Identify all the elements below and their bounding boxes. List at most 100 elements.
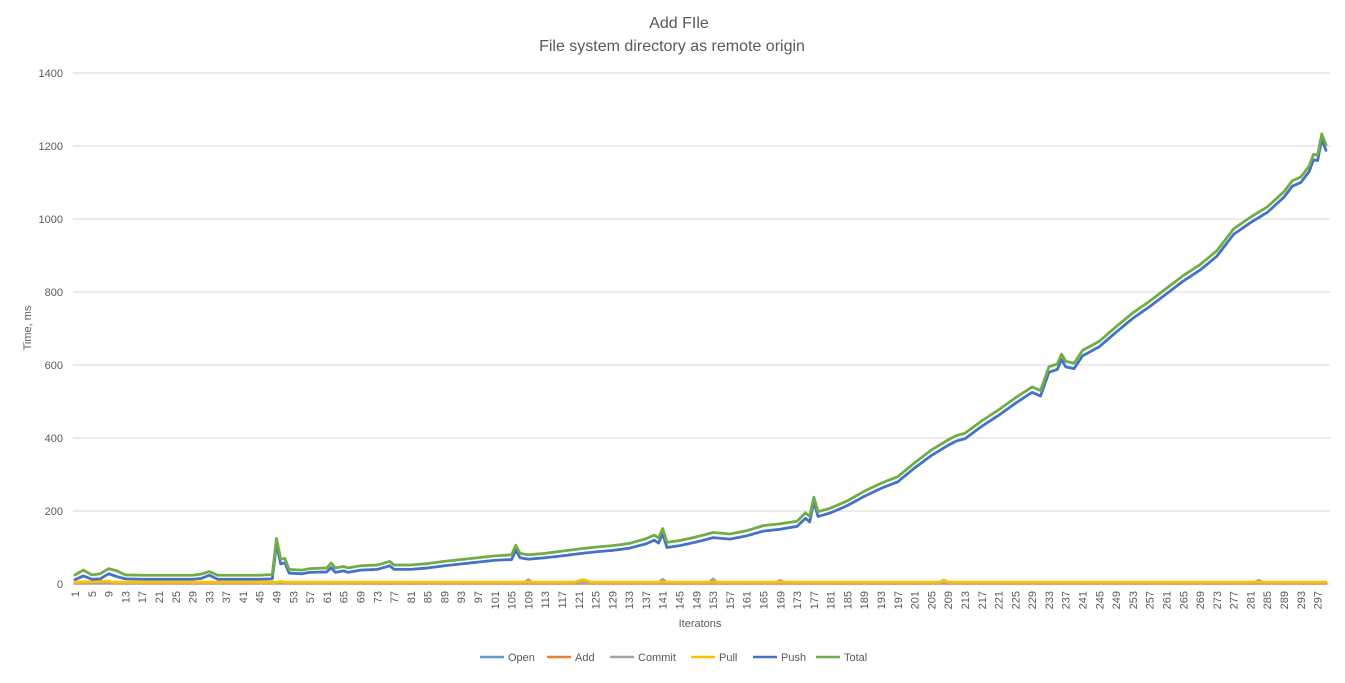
x-tick-label: 17 (137, 591, 149, 603)
x-tick-label: 273 (1212, 591, 1224, 609)
x-tick-label: 269 (1195, 591, 1207, 609)
x-axis-label: Iteratons (679, 618, 722, 630)
x-tick-label: 25 (171, 591, 183, 603)
x-tick-label: 185 (842, 591, 854, 609)
legend-label-push: Push (781, 652, 806, 664)
x-tick-label: 205 (926, 591, 938, 609)
x-tick-label: 61 (322, 591, 334, 603)
y-tick-label: 0 (57, 579, 63, 591)
x-tick-label: 245 (1094, 591, 1106, 609)
x-tick-label: 237 (1061, 591, 1073, 609)
x-tick-label: 173 (792, 591, 804, 609)
x-tick-label: 77 (389, 591, 401, 603)
x-tick-label: 201 (910, 591, 922, 609)
x-tick-label: 213 (960, 591, 972, 609)
x-tick-label: 45 (255, 591, 267, 603)
x-tick-label: 157 (725, 591, 737, 609)
x-tick-label: 73 (372, 591, 384, 603)
x-tick-label: 193 (876, 591, 888, 609)
x-tick-label: 41 (238, 591, 250, 603)
x-tick-label: 105 (507, 591, 519, 609)
x-tick-label: 197 (893, 591, 905, 609)
x-tick-label: 93 (456, 591, 468, 603)
x-axis-ticks: 1 5 9 13 17 21 25 29 33 37 41 45 49 53 57 61 65 69 73 77 81 8… (70, 591, 1325, 609)
x-tick-label: 265 (1178, 591, 1190, 609)
x-tick-label: 53 (288, 591, 300, 603)
legend-label-add: Add (575, 652, 595, 664)
x-tick-label: 101 (490, 591, 502, 609)
y-tick-label: 1400 (39, 68, 63, 80)
x-tick-label: 125 (591, 591, 603, 609)
x-tick-label: 65 (339, 591, 351, 603)
x-tick-label: 257 (1145, 591, 1157, 609)
x-tick-label: 21 (154, 591, 166, 603)
x-tick-label: 261 (1161, 591, 1173, 609)
x-tick-label: 149 (691, 591, 703, 609)
x-tick-label: 89 (439, 591, 451, 603)
gridlines (73, 72, 1330, 512)
y-axis-label: Time, ms (22, 305, 34, 350)
y-tick-label: 1000 (39, 214, 63, 226)
series-lines (73, 132, 1328, 585)
legend: Open Add Commit Pull Push Total (480, 652, 867, 664)
series-line-pull (73, 578, 1328, 584)
x-tick-label: 117 (557, 591, 569, 609)
x-tick-label: 33 (204, 591, 216, 603)
x-tick-label: 9 (104, 591, 116, 597)
x-tick-label: 217 (977, 591, 989, 609)
x-tick-label: 137 (641, 591, 653, 609)
x-tick-label: 165 (758, 591, 770, 609)
x-tick-label: 285 (1262, 591, 1274, 609)
x-tick-label: 241 (1078, 591, 1090, 609)
x-tick-label: 281 (1245, 591, 1257, 609)
y-axis-ticks: 0 200 400 600 800 1000 1200 1400 (39, 68, 63, 591)
x-tick-label: 133 (624, 591, 636, 609)
x-tick-label: 97 (473, 591, 485, 603)
x-tick-label: 69 (355, 591, 367, 603)
x-tick-label: 177 (809, 591, 821, 609)
legend-label-total: Total (844, 652, 867, 664)
x-tick-label: 109 (523, 591, 535, 609)
y-tick-label: 200 (45, 506, 63, 518)
x-tick-label: 225 (1010, 591, 1022, 609)
x-tick-label: 249 (1111, 591, 1123, 609)
x-tick-label: 5 (87, 591, 99, 597)
x-tick-label: 141 (658, 591, 670, 609)
y-tick-label: 800 (45, 287, 63, 299)
y-tick-label: 600 (45, 360, 63, 372)
x-tick-label: 161 (742, 591, 754, 609)
x-tick-label: 209 (943, 591, 955, 609)
x-tick-label: 145 (675, 591, 687, 609)
x-tick-label: 289 (1279, 591, 1291, 609)
legend-label-pull: Pull (719, 652, 737, 664)
x-tick-label: 121 (574, 591, 586, 609)
x-tick-label: 113 (540, 591, 552, 609)
x-tick-label: 233 (1044, 591, 1056, 609)
x-tick-label: 81 (406, 591, 418, 603)
x-tick-label: 57 (305, 591, 317, 603)
x-tick-label: 1 (70, 591, 82, 597)
x-tick-label: 221 (994, 591, 1006, 609)
y-tick-label: 1200 (39, 141, 63, 153)
x-tick-label: 129 (607, 591, 619, 609)
legend-label-open: Open (508, 652, 535, 664)
x-tick-label: 297 (1313, 591, 1325, 609)
y-tick-label: 400 (45, 433, 63, 445)
x-tick-label: 181 (826, 591, 838, 609)
x-tick-label: 229 (1027, 591, 1039, 609)
x-tick-label: 189 (859, 591, 871, 609)
chart-title: Add FIle (649, 15, 709, 32)
x-tick-label: 253 (1128, 591, 1140, 609)
x-tick-label: 169 (775, 591, 787, 609)
chart-subtitle: File system directory as remote origin (539, 38, 805, 55)
x-tick-label: 153 (708, 591, 720, 609)
legend-label-commit: Commit (638, 652, 676, 664)
x-tick-label: 37 (221, 591, 233, 603)
series-line-total (73, 132, 1328, 577)
x-tick-label: 13 (120, 591, 132, 603)
x-tick-label: 49 (272, 591, 284, 603)
x-tick-label: 29 (188, 591, 200, 603)
x-tick-label: 85 (423, 591, 435, 603)
